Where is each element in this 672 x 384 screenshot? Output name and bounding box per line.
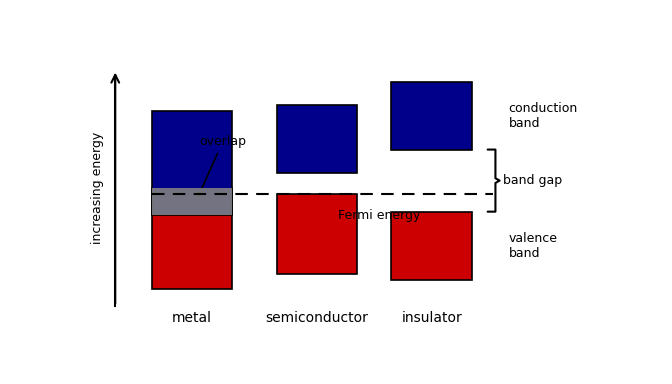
Text: insulator: insulator	[401, 311, 462, 325]
Bar	[152, 188, 233, 215]
Bar	[277, 105, 358, 173]
Text: semiconductor: semiconductor	[265, 311, 368, 325]
Bar	[152, 188, 233, 288]
Bar	[277, 194, 358, 274]
Text: band gap: band gap	[503, 174, 562, 187]
Bar	[391, 212, 472, 280]
Bar	[152, 111, 233, 215]
Text: conduction
band: conduction band	[509, 101, 578, 129]
Text: Fermi energy: Fermi energy	[339, 209, 421, 222]
Text: increasing energy: increasing energy	[91, 132, 103, 244]
Text: overlap: overlap	[198, 135, 247, 197]
Text: valence
band: valence band	[509, 232, 558, 260]
Text: metal: metal	[172, 311, 212, 325]
Bar	[391, 81, 472, 149]
